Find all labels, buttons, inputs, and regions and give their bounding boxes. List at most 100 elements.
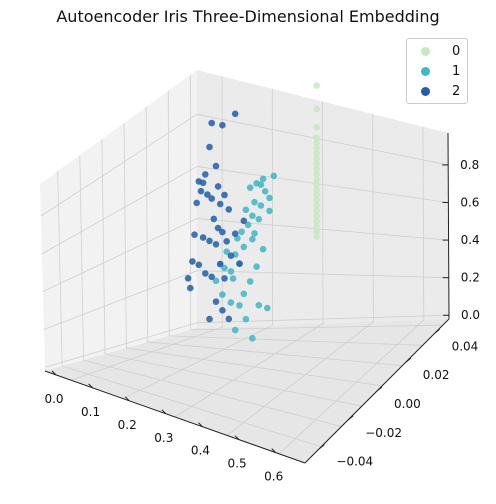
point-series-2-26 bbox=[184, 275, 192, 282]
point-series-1-24 bbox=[221, 264, 228, 272]
grid-x-wall-6 bbox=[57, 171, 63, 367]
point-series-2-33 bbox=[231, 230, 239, 237]
point-series-1-37 bbox=[231, 326, 239, 334]
x-tick-label-5: 0.5 bbox=[228, 457, 247, 471]
grid-x-wall-3 bbox=[123, 122, 127, 348]
y-tick-mark-1 bbox=[347, 415, 354, 421]
axis-ticks: 0.0 0.1 0.2 0.3 0.4 0.5 0.6 −0.04 −0.02 0.00 0.02 0… bbox=[44, 158, 480, 484]
x-tick-mark-0 bbox=[51, 370, 57, 376]
legend-label-0: 0 bbox=[452, 43, 461, 59]
x-tick-label-0: 0.0 bbox=[44, 392, 63, 406]
point-series-2-7 bbox=[197, 187, 205, 195]
grid-z-left-4 bbox=[40, 113, 198, 217]
point-series-2-15 bbox=[225, 206, 233, 213]
y-tick-mark-0 bbox=[319, 444, 325, 449]
point-series-2-11 bbox=[193, 199, 200, 207]
point-series-0-10 bbox=[313, 170, 320, 178]
point-series-2-16 bbox=[210, 215, 218, 223]
grid-x-wall-2 bbox=[145, 106, 149, 342]
point-series-0-9 bbox=[313, 165, 320, 173]
point-series-2-0 bbox=[231, 110, 239, 118]
left-pane bbox=[40, 70, 197, 371]
point-series-1-33 bbox=[227, 299, 235, 306]
point-series-0-17 bbox=[313, 207, 320, 214]
point-series-2-1 bbox=[219, 121, 226, 129]
point-series-1-0 bbox=[270, 172, 278, 180]
point-series-2-20 bbox=[212, 241, 220, 248]
z-tick-label-0: 0.0 bbox=[461, 308, 480, 322]
point-series-1-13 bbox=[246, 184, 254, 191]
point-series-2-29 bbox=[208, 273, 215, 281]
y-tick-label-3: 0.02 bbox=[423, 368, 450, 382]
point-series-0-13 bbox=[313, 186, 320, 194]
point-series-2-28 bbox=[202, 270, 209, 277]
grid-y-floor-4 bbox=[70, 326, 223, 381]
point-series-2-24 bbox=[189, 258, 196, 265]
y-tick-label-1: −0.02 bbox=[365, 426, 402, 440]
grid-z-left-3 bbox=[41, 166, 198, 255]
chart-title: Autoencoder Iris Three-Dimensional Embed… bbox=[56, 7, 440, 26]
x-tick-label-4: 0.4 bbox=[191, 444, 210, 458]
point-series-1-29 bbox=[253, 263, 260, 271]
legend-entry-0: 0 bbox=[411, 41, 463, 61]
point-series-1-4 bbox=[259, 175, 267, 183]
point-series-2-35 bbox=[240, 217, 248, 225]
z-tick-label-4: 0.8 bbox=[460, 158, 479, 172]
grid-z-left-0 bbox=[44, 322, 198, 368]
x-tick-mark-2 bbox=[124, 396, 130, 402]
point-series-1-10 bbox=[251, 198, 258, 206]
x-tick-mark-3 bbox=[161, 409, 167, 415]
point-series-0-1 bbox=[313, 105, 320, 113]
point-series-2-34 bbox=[236, 260, 243, 268]
x-axis-line bbox=[44, 370, 306, 464]
grid-x-wall-5 bbox=[79, 155, 84, 361]
x-tick-mark-1 bbox=[88, 383, 93, 389]
point-series-1-21 bbox=[229, 275, 237, 282]
point-series-1-11 bbox=[249, 212, 256, 220]
point-series-0-14 bbox=[313, 191, 320, 199]
point-series-0-8 bbox=[313, 160, 320, 167]
x-tick-label-3: 0.3 bbox=[154, 431, 173, 445]
x-tick-mark-4 bbox=[198, 422, 203, 428]
y-tick-mark-3 bbox=[405, 357, 412, 363]
x-tick-label-2: 0.2 bbox=[118, 418, 137, 432]
point-series-1-30 bbox=[246, 278, 254, 285]
point-series-1-34 bbox=[264, 304, 271, 312]
point-series-1-16 bbox=[240, 243, 248, 251]
x-tick-mark-6 bbox=[271, 448, 277, 453]
point-series-2-36 bbox=[212, 298, 220, 306]
legend-marker-0 bbox=[421, 46, 430, 56]
point-series-2-12 bbox=[214, 183, 222, 190]
y-tick-label-2: 0.00 bbox=[394, 397, 421, 411]
point-series-2-25 bbox=[195, 261, 203, 269]
grid-z-left-2 bbox=[42, 218, 198, 293]
data-points bbox=[184, 82, 320, 342]
z-tick-label-1: 0.2 bbox=[461, 271, 480, 285]
legend-marker-1 bbox=[421, 66, 430, 76]
y-tick-label-0: −0.04 bbox=[336, 455, 373, 469]
point-series-0-21 bbox=[313, 228, 320, 235]
point-series-2-22 bbox=[199, 234, 207, 241]
grid-z-back-2 bbox=[196, 218, 449, 241]
grid-y-floor-1 bbox=[226, 321, 374, 436]
legend: 0 1 2 bbox=[406, 38, 468, 104]
point-series-1-38 bbox=[249, 335, 256, 342]
grid-z-back-4 bbox=[196, 113, 449, 166]
z-tick-label-2: 0.4 bbox=[461, 233, 480, 247]
point-series-2-3 bbox=[206, 143, 213, 151]
point-series-2-37 bbox=[219, 307, 226, 314]
y-tick-mark-4 bbox=[434, 329, 440, 334]
point-series-2-21 bbox=[206, 237, 213, 245]
x-tick-mark-5 bbox=[234, 435, 240, 441]
point-series-2-19 bbox=[223, 238, 230, 245]
point-series-2-32 bbox=[227, 252, 235, 259]
point-series-1-3 bbox=[261, 188, 269, 195]
legend-entry-1: 1 bbox=[411, 61, 463, 81]
point-series-0-11 bbox=[313, 176, 320, 183]
point-series-0-22 bbox=[313, 233, 320, 240]
point-series-0-7 bbox=[313, 155, 320, 162]
point-series-1-6 bbox=[257, 202, 265, 209]
point-series-1-1 bbox=[266, 194, 273, 202]
grid-z-back-1 bbox=[196, 270, 449, 279]
floor-pane bbox=[45, 319, 449, 463]
